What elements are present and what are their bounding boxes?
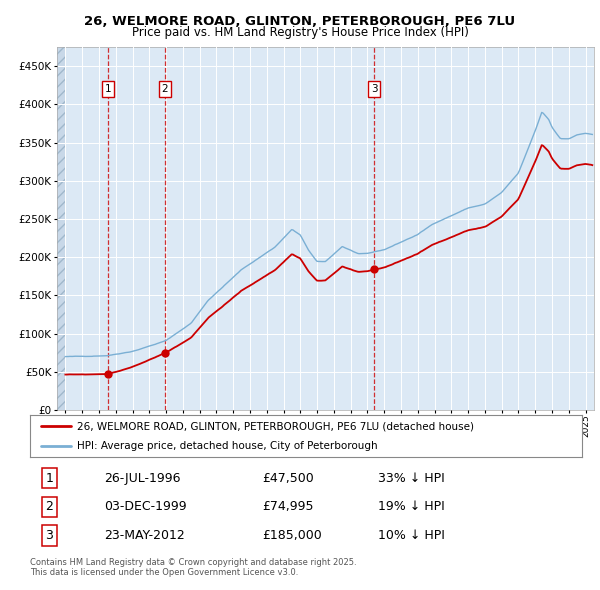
Text: 19% ↓ HPI: 19% ↓ HPI (378, 500, 445, 513)
Text: Price paid vs. HM Land Registry's House Price Index (HPI): Price paid vs. HM Land Registry's House … (131, 26, 469, 39)
Text: 10% ↓ HPI: 10% ↓ HPI (378, 529, 445, 542)
Text: 3: 3 (46, 529, 53, 542)
Text: 2: 2 (46, 500, 53, 513)
Text: 26, WELMORE ROAD, GLINTON, PETERBOROUGH, PE6 7LU: 26, WELMORE ROAD, GLINTON, PETERBOROUGH,… (85, 15, 515, 28)
Text: 03-DEC-1999: 03-DEC-1999 (104, 500, 187, 513)
Text: 2: 2 (161, 84, 168, 94)
Text: £47,500: £47,500 (262, 471, 314, 484)
Text: £74,995: £74,995 (262, 500, 313, 513)
Text: 3: 3 (371, 84, 377, 94)
Text: 26-JUL-1996: 26-JUL-1996 (104, 471, 181, 484)
Bar (57, 47, 65, 410)
Text: HPI: Average price, detached house, City of Peterborough: HPI: Average price, detached house, City… (77, 441, 377, 451)
Text: 1: 1 (46, 471, 53, 484)
Text: £185,000: £185,000 (262, 529, 322, 542)
Text: Contains HM Land Registry data © Crown copyright and database right 2025.
This d: Contains HM Land Registry data © Crown c… (30, 558, 356, 577)
Text: 23-MAY-2012: 23-MAY-2012 (104, 529, 185, 542)
Text: 33% ↓ HPI: 33% ↓ HPI (378, 471, 445, 484)
Bar (57, 47, 65, 410)
Text: 26, WELMORE ROAD, GLINTON, PETERBOROUGH, PE6 7LU (detached house): 26, WELMORE ROAD, GLINTON, PETERBOROUGH,… (77, 421, 474, 431)
Text: 1: 1 (105, 84, 112, 94)
